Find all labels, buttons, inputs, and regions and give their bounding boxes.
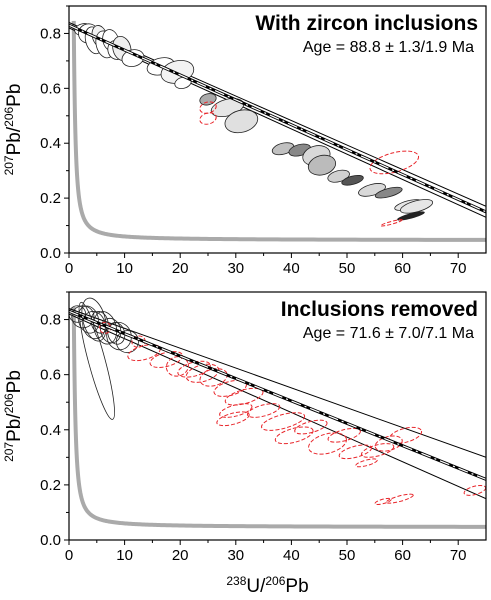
- x-tick-label: 50: [339, 260, 356, 277]
- age-annotation: Age = 71.6 ± 7.0/7.1 Ma: [303, 325, 474, 342]
- y-tick-label: 0.8: [40, 25, 61, 42]
- y-tick-label: 0.4: [40, 135, 61, 152]
- chart-title: With zircon inclusions: [255, 12, 478, 35]
- excluded-error-ellipse: [369, 150, 420, 175]
- data-error-ellipse: [307, 154, 337, 176]
- data-error-ellipse: [341, 174, 364, 186]
- age-annotation: Age = 88.8 ± 1.3/1.9 Ma: [303, 39, 474, 56]
- y-tick-label: 0.6: [40, 80, 61, 97]
- regression-envelope-upper: [69, 308, 486, 458]
- excluded-error-ellipse: [219, 403, 253, 418]
- data-error-ellipse: [224, 109, 259, 134]
- x-tick-label: 0: [65, 260, 73, 277]
- y-tick-label: 0.6: [40, 367, 61, 384]
- x-tick-label: 70: [450, 547, 467, 564]
- x-tick-label: 10: [116, 260, 133, 277]
- y-tick-label: 0.0: [40, 245, 61, 262]
- excluded-error-ellipse: [149, 351, 184, 368]
- data-error-ellipse: [399, 199, 434, 214]
- excluded-error-ellipse: [338, 444, 373, 460]
- x-tick-label: 20: [172, 260, 189, 277]
- excluded-error-ellipse: [199, 101, 217, 114]
- data-error-ellipse: [106, 322, 132, 351]
- concordia-curve: [71, 306, 486, 529]
- panel-inclusions-removed: 0 10 20 30 40 50 60 70 0.0 0.2 0.4 0.6 0.8 Inclusions…: [2, 291, 487, 597]
- x-axis-label: 238U/206Pb: [226, 574, 308, 597]
- excluded-error-ellipse: [261, 412, 306, 431]
- x-tick-label: 30: [227, 547, 244, 564]
- regression-line-core: [69, 310, 486, 480]
- regression-envelope-lower: [69, 313, 486, 500]
- y-tick-label: 0.0: [40, 532, 61, 549]
- data-error-ellipse: [271, 142, 295, 156]
- y-tick-label: 0.8: [40, 312, 61, 329]
- data-error-ellipse: [77, 305, 100, 334]
- excluded-error-ellipse: [308, 432, 347, 455]
- excluded-error-ellipse: [355, 458, 378, 468]
- x-tick-label: 60: [394, 260, 411, 277]
- excluded-error-ellipse: [327, 427, 361, 443]
- regression-line-core: [69, 24, 486, 213]
- excluded-error-ellipse: [216, 411, 250, 427]
- excluded-error-ellipse: [294, 419, 328, 435]
- y-tick-label: 0.2: [40, 190, 61, 207]
- excluded-error-ellipse: [385, 493, 414, 504]
- x-tick-label: 30: [227, 260, 244, 277]
- x-tick-label: 60: [394, 547, 411, 564]
- x-tick-label: 40: [283, 547, 300, 564]
- x-tick-label: 50: [339, 547, 356, 564]
- x-tick-label: 70: [450, 260, 467, 277]
- excluded-error-ellipse: [274, 426, 314, 445]
- plot-area: [69, 297, 486, 529]
- excluded-error-ellipse: [199, 112, 217, 125]
- y-tick-label: 0.2: [40, 477, 61, 494]
- excluded-error-ellipse: [246, 403, 281, 418]
- data-error-ellipse: [374, 186, 403, 199]
- x-tick-label: 0: [65, 547, 73, 564]
- data-error-ellipse: [121, 49, 145, 67]
- excluded-error-ellipse: [360, 443, 395, 458]
- x-tick-label: 40: [283, 260, 300, 277]
- excluded-error-ellipse: [99, 321, 112, 334]
- x-tick-label: 10: [116, 547, 133, 564]
- data-error-ellipse: [100, 317, 122, 344]
- excluded-error-ellipse: [165, 356, 189, 377]
- data-error-ellipse: [397, 211, 425, 221]
- excluded-error-ellipse: [374, 435, 403, 452]
- panel-with-inclusions: 0 10 20 30 40 50 60 70 0.0 0.2 0.4 0.6 0.8 With zirco…: [2, 5, 487, 277]
- x-tick-label: 20: [172, 547, 189, 564]
- plot-frame: [68, 5, 487, 254]
- data-error-ellipse: [81, 297, 107, 342]
- excluded-error-ellipse: [374, 497, 392, 505]
- chart-title: Inclusions removed: [281, 298, 478, 321]
- concordia-curve: [71, 20, 486, 242]
- data-error-ellipse: [78, 301, 115, 420]
- y-tick-label: 0.4: [40, 422, 61, 439]
- excluded-error-ellipse: [380, 219, 403, 227]
- plot-frame: [68, 291, 487, 541]
- y-axis-label: 207Pb/206Pb: [2, 84, 25, 176]
- plot-area: [69, 20, 486, 242]
- y-axis-label: 207Pb/206Pb: [2, 370, 25, 462]
